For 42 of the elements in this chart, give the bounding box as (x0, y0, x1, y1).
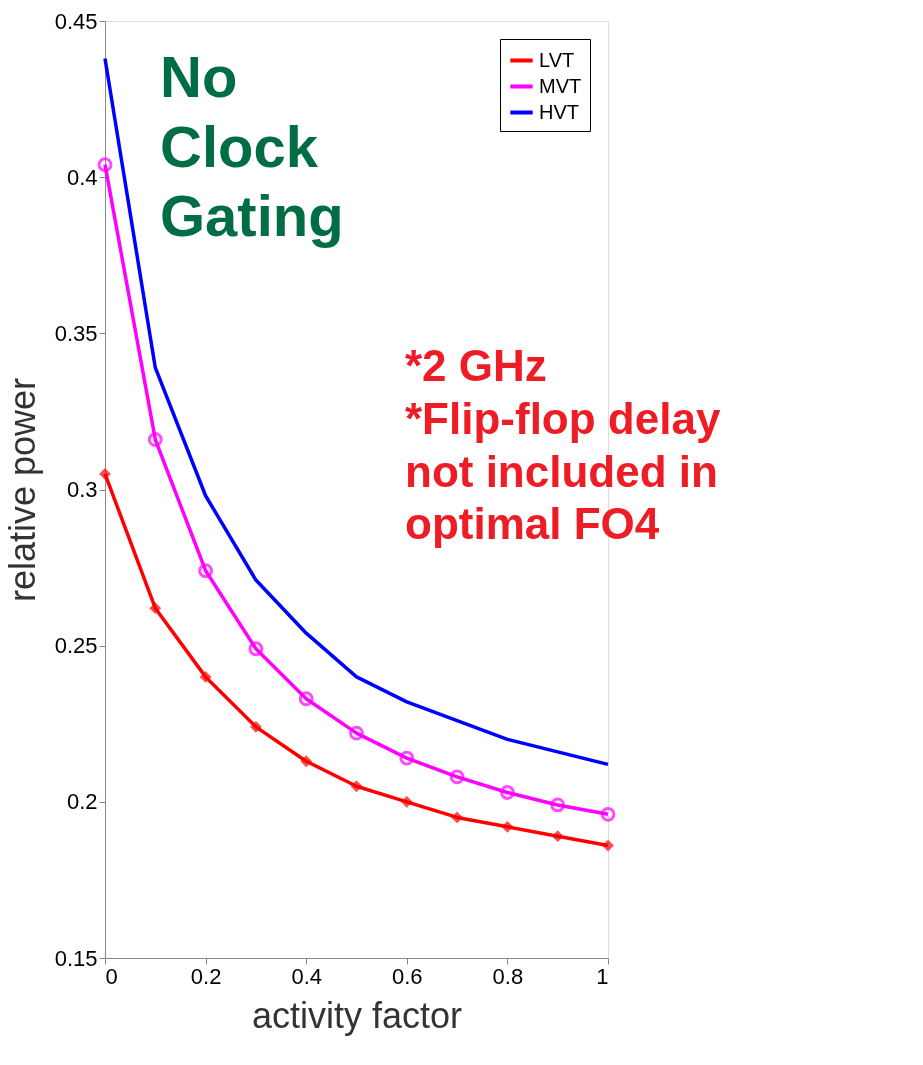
point (248, 641, 264, 657)
point (97, 157, 113, 173)
point (551, 830, 564, 843)
point (349, 725, 364, 741)
point (350, 780, 363, 793)
point (400, 795, 413, 808)
point (499, 785, 515, 800)
annotation: No Clock Gating (160, 44, 344, 249)
legend-label: LVT (539, 48, 575, 71)
y-tick-label: 0.35 (54, 320, 98, 346)
point (399, 750, 415, 766)
x-tick-label: 0 (105, 963, 118, 989)
y-axis-title: relative power (1, 377, 43, 603)
point (147, 432, 163, 447)
point (451, 811, 464, 824)
point (600, 806, 616, 822)
y-tick-label: 0.25 (54, 633, 98, 659)
y-tick-label: 0.2 (66, 789, 98, 815)
point (501, 820, 514, 833)
y-tick-label: 0.4 (66, 164, 98, 190)
legend-label: HVT (539, 100, 579, 123)
x-tick-label: 0.8 (492, 963, 524, 989)
point (449, 769, 465, 785)
point (249, 720, 262, 733)
x-tick-label: 0.2 (190, 963, 222, 989)
y-tick-label: 0.3 (66, 477, 98, 502)
point (99, 467, 111, 480)
y-tick-label: 0.15 (54, 945, 98, 971)
point (298, 691, 314, 707)
x-tick-label: 1 (596, 963, 609, 989)
x-tick-label: 0.4 (291, 963, 322, 989)
point (550, 797, 566, 813)
point (199, 670, 212, 683)
point (198, 563, 214, 579)
x-axis-title: activity factor (251, 994, 463, 1036)
y-tick-label: 0.45 (54, 8, 98, 34)
legend-label: MVT (539, 74, 582, 97)
point (602, 839, 614, 852)
x-tick-label: 0.6 (392, 963, 423, 989)
annotation: *2 GHz *Flip-flop delay not included in optimal FO4 (405, 341, 721, 549)
point (300, 755, 313, 768)
point (149, 602, 162, 615)
